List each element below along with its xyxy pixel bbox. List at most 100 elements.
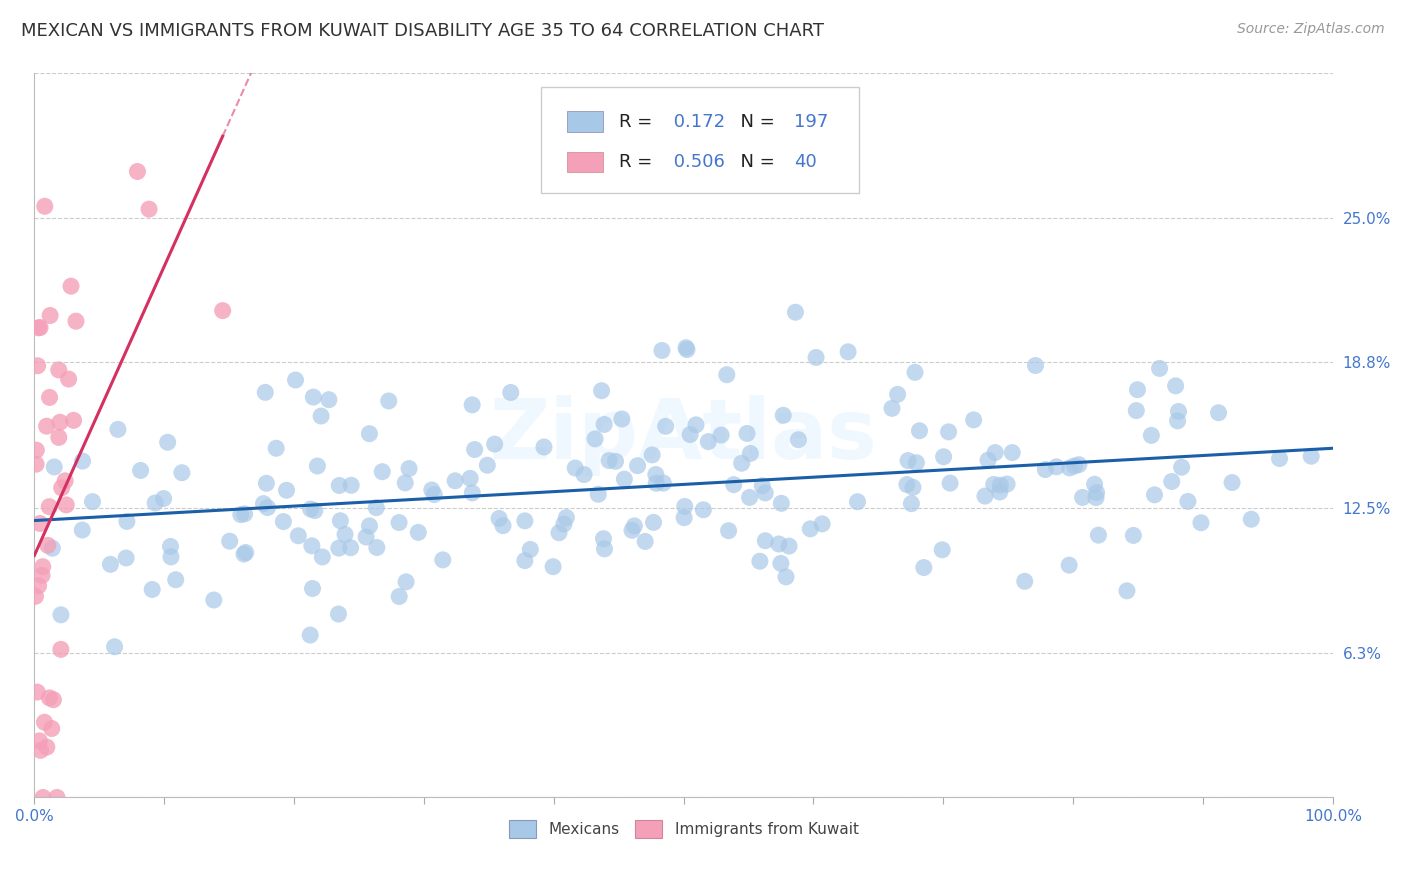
Point xyxy=(492,518,515,533)
Point xyxy=(484,437,506,451)
Point xyxy=(555,510,578,524)
Point xyxy=(583,432,606,446)
Point xyxy=(912,560,935,574)
Point xyxy=(676,343,699,357)
Point xyxy=(621,524,644,538)
Point xyxy=(1167,404,1189,418)
Point xyxy=(768,537,790,551)
Point xyxy=(477,458,499,473)
Point xyxy=(846,494,869,508)
Point xyxy=(233,547,256,561)
Point xyxy=(82,494,104,508)
Point xyxy=(1160,475,1182,489)
Point xyxy=(24,590,46,604)
Point xyxy=(654,419,676,434)
Point xyxy=(115,515,138,529)
Point xyxy=(252,497,274,511)
Point xyxy=(25,457,48,471)
Point xyxy=(775,570,797,584)
Point xyxy=(49,642,72,657)
Point xyxy=(100,558,122,572)
Point xyxy=(931,542,953,557)
Point xyxy=(592,532,614,546)
Point xyxy=(273,515,295,529)
Point xyxy=(499,385,522,400)
Point xyxy=(318,392,340,407)
Point xyxy=(1268,451,1291,466)
Point xyxy=(49,415,72,429)
Point xyxy=(1220,475,1243,490)
Point xyxy=(51,481,73,495)
Point xyxy=(30,743,52,757)
Point xyxy=(354,530,377,544)
Point xyxy=(673,500,696,514)
Point xyxy=(723,477,745,491)
Point xyxy=(31,568,53,582)
Point xyxy=(1085,491,1108,505)
Point xyxy=(697,434,720,449)
Point xyxy=(673,510,696,524)
Point xyxy=(25,443,48,458)
Point xyxy=(301,539,323,553)
Point xyxy=(340,478,363,492)
Point xyxy=(461,486,484,500)
Point xyxy=(229,508,252,522)
Point xyxy=(643,516,665,530)
Point xyxy=(1143,488,1166,502)
Point xyxy=(28,516,51,531)
Point xyxy=(1083,477,1105,491)
Point xyxy=(1208,406,1230,420)
Point xyxy=(423,487,446,501)
Point xyxy=(938,425,960,439)
Point xyxy=(572,467,595,482)
Text: 40: 40 xyxy=(794,153,817,171)
Point xyxy=(772,409,794,423)
Point xyxy=(1116,583,1139,598)
Point xyxy=(787,433,810,447)
Point xyxy=(1301,449,1323,463)
Point xyxy=(62,413,84,427)
Point xyxy=(553,517,575,532)
Point xyxy=(886,387,908,401)
Point xyxy=(339,541,361,555)
Point xyxy=(1085,485,1108,500)
Point xyxy=(519,542,541,557)
Point xyxy=(751,479,773,493)
Legend: Mexicans, Immigrants from Kuwait: Mexicans, Immigrants from Kuwait xyxy=(502,814,865,844)
Point xyxy=(333,527,356,541)
Point xyxy=(53,474,76,488)
Point xyxy=(905,456,928,470)
Point xyxy=(31,559,53,574)
Point xyxy=(1177,494,1199,508)
FancyBboxPatch shape xyxy=(567,152,603,172)
Point xyxy=(366,500,388,515)
Point xyxy=(778,539,800,553)
Point xyxy=(1149,361,1171,376)
Point xyxy=(30,320,52,334)
Point xyxy=(37,538,59,552)
Point xyxy=(366,541,388,555)
Point xyxy=(398,461,420,475)
Point xyxy=(129,463,152,477)
Point xyxy=(328,541,350,555)
Point xyxy=(256,500,278,515)
Point xyxy=(464,442,486,457)
Point xyxy=(613,472,636,486)
Point xyxy=(32,790,55,805)
Point xyxy=(1067,458,1090,472)
Point xyxy=(1164,379,1187,393)
Point xyxy=(432,553,454,567)
Point xyxy=(488,511,510,525)
Point xyxy=(692,503,714,517)
Point xyxy=(299,628,322,642)
Point xyxy=(41,541,63,556)
Point xyxy=(900,497,922,511)
Point xyxy=(302,390,325,404)
Point xyxy=(254,385,277,400)
Point xyxy=(1071,491,1094,505)
Point xyxy=(307,458,329,473)
Point xyxy=(27,579,49,593)
Point xyxy=(408,525,430,540)
Point xyxy=(804,351,827,365)
Point xyxy=(593,541,616,556)
